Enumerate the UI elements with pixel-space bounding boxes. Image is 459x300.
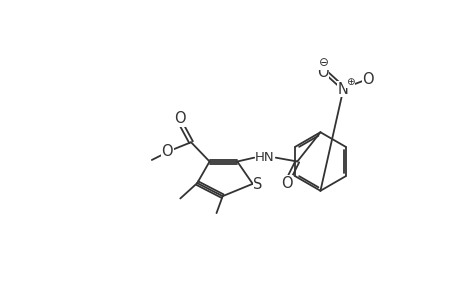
Text: O: O [280, 176, 292, 190]
Text: O: O [362, 72, 373, 87]
Text: O: O [174, 111, 185, 126]
Text: ⊕: ⊕ [345, 77, 354, 87]
Text: ⊖: ⊖ [318, 56, 328, 69]
Text: N: N [337, 82, 348, 97]
Text: HN: HN [255, 151, 274, 164]
Text: S: S [253, 177, 262, 192]
Text: O: O [161, 144, 173, 159]
Text: O: O [316, 65, 328, 80]
